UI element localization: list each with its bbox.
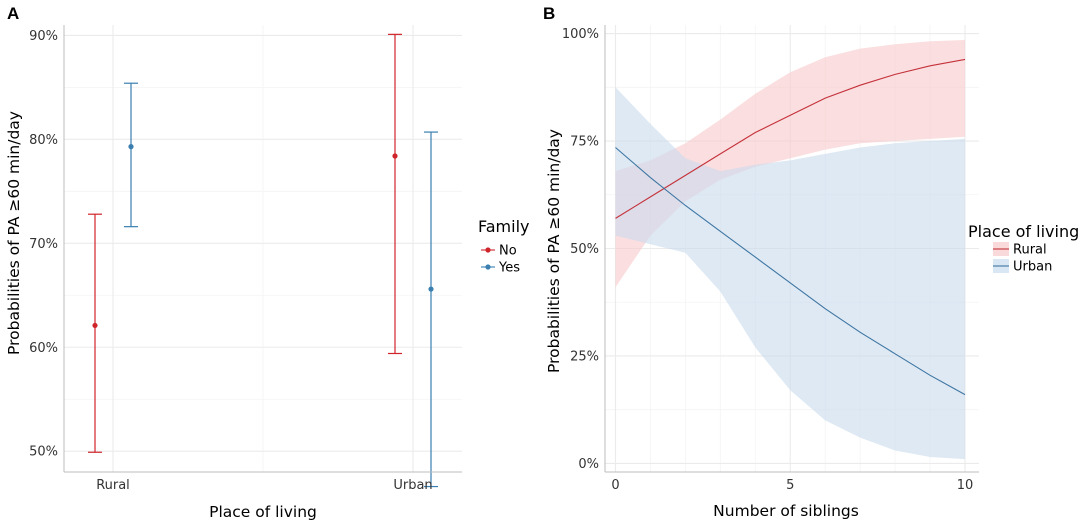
panel-b-lines [615,58,966,396]
y-tick-label: 50% [570,242,599,257]
ribbon-rural [615,40,965,288]
y-tick-label: 50% [29,445,58,460]
point-estimate [392,153,398,159]
panel-b-legend: Place of living Rural Urban [968,222,1079,275]
ribbon-urban [615,87,965,460]
y-tick-label: 90% [29,29,58,44]
x-tick-label: 10 [957,478,974,493]
point-estimate [128,144,134,150]
panel-a: 50% 60% 70% 80% 90% Rural Urban Place of livin… [5,25,529,521]
panel-a-axes: 50% 60% 70% 80% 90% Rural Urban [29,25,462,493]
legend-key-point [485,247,491,253]
panel-b-ylabel: Probabilities of PA ≥60 min/day [545,129,563,373]
panel-b: 0% 25% 50% 75% 100% 0 5 10 Number of siblings P… [545,25,1079,520]
panel-a-ylabel: Probabilities of PA ≥60 min/day [5,111,23,355]
legend-a-title: Family [478,217,529,236]
panel-b-ribbons [615,40,965,460]
y-tick-label: 60% [29,341,58,356]
panel-b-xlabel: Number of siblings [713,502,859,520]
x-tick-label: Urban [393,478,432,493]
legend-b-item-urban: Urban [993,259,1052,275]
panel-a-legend: Family No Yes [478,217,529,276]
panel-a-xlabel: Place of living [209,503,317,521]
legend-b-title: Place of living [968,222,1079,241]
y-tick-label: 80% [29,133,58,148]
panel-b-axes: 0% 25% 50% 75% 100% 0 5 10 [562,25,979,493]
legend-b-label: Rural [1013,243,1047,258]
errorbar-yes-urban [424,131,438,488]
line-urban [615,147,966,396]
legend-key-point [485,264,491,270]
point-estimate [92,322,98,329]
y-tick-label: 100% [562,27,599,42]
y-tick-label: 0% [578,457,599,472]
line-rural [615,58,966,219]
errorbar-yes-rural [124,82,138,228]
legend-b-item-rural: Rural [993,242,1047,258]
legend-a-label: Yes [498,261,520,276]
panel-label-a: A [7,4,19,23]
panel-a-grid [64,25,462,472]
legend-a-item-no: No [481,244,517,259]
legend-a-item-yes: Yes [481,261,520,276]
x-tick-label: 0 [611,478,619,493]
x-tick-label: Rural [96,478,130,493]
point-estimate [428,286,434,292]
y-tick-label: 25% [570,349,599,364]
panel-label-b: B [543,4,555,23]
y-tick-label: 70% [29,237,58,252]
errorbar-no-urban [388,33,402,355]
legend-b-label: Urban [1013,260,1052,275]
errorbar-no-rural [88,213,102,453]
legend-a-label: No [499,244,517,259]
y-tick-label: 75% [570,135,599,150]
x-tick-label: 5 [786,478,794,493]
panel-a-marks [88,33,438,488]
